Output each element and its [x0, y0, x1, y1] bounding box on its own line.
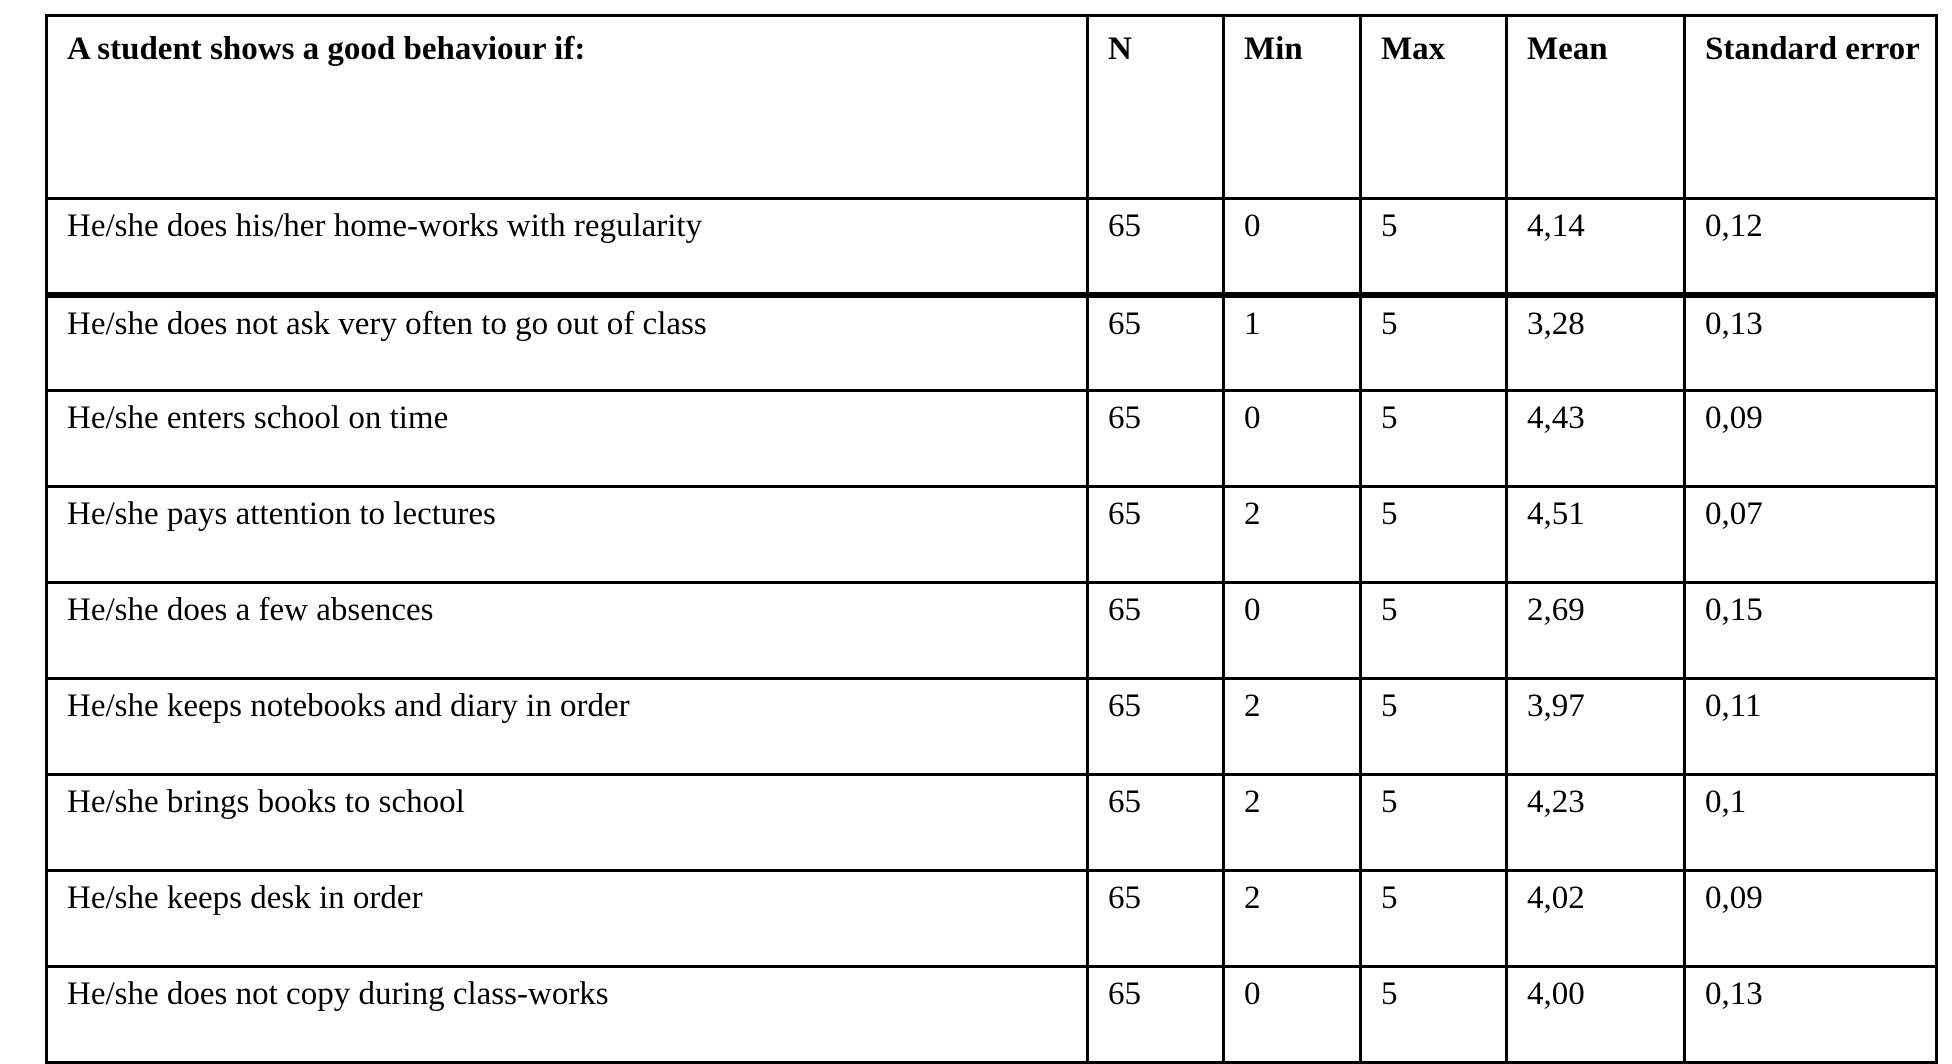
behaviour-cell: He/she enters school on time	[45, 389, 1089, 488]
table-row: He/she enters school on time 65 0 5 4,43…	[45, 389, 1938, 488]
std-error-cell: 0,13	[1683, 965, 1938, 1064]
std-error-cell: 0,13	[1683, 293, 1938, 392]
column-header-max: Max	[1359, 14, 1508, 200]
table-row: He/she does not ask very often to go out…	[45, 293, 1938, 392]
min-cell: 0	[1222, 197, 1362, 298]
min-cell: 2	[1222, 869, 1362, 968]
column-header-mean: Mean	[1505, 14, 1686, 200]
behaviour-cell: He/she does his/her home-works with regu…	[45, 197, 1089, 298]
n-cell: 65	[1086, 773, 1225, 872]
mean-cell: 4,43	[1505, 389, 1686, 488]
n-cell: 65	[1086, 965, 1225, 1064]
table-row: He/she pays attention to lectures 65 2 5…	[45, 485, 1938, 584]
std-error-cell: 0,09	[1683, 869, 1938, 968]
behaviour-cell: He/she keeps notebooks and diary in orde…	[45, 677, 1089, 776]
behaviour-cell: He/she does not copy during class-works	[45, 965, 1089, 1064]
column-header-std-error: Standard error	[1683, 14, 1938, 200]
behaviour-cell: He/she pays attention to lectures	[45, 485, 1089, 584]
behaviour-cell: He/she brings books to school	[45, 773, 1089, 872]
student-behaviour-stats-table: A student shows a good behaviour if: N M…	[45, 14, 1938, 1064]
std-error-cell: 0,11	[1683, 677, 1938, 776]
mean-cell: 3,28	[1505, 293, 1686, 392]
max-cell: 5	[1359, 485, 1508, 584]
min-cell: 1	[1222, 293, 1362, 392]
max-cell: 5	[1359, 581, 1508, 680]
mean-cell: 4,23	[1505, 773, 1686, 872]
std-error-cell: 0,09	[1683, 389, 1938, 488]
min-cell: 2	[1222, 773, 1362, 872]
mean-cell: 3,97	[1505, 677, 1686, 776]
max-cell: 5	[1359, 389, 1508, 488]
max-cell: 5	[1359, 293, 1508, 392]
document-page: A student shows a good behaviour if: N M…	[45, 14, 1938, 1064]
n-cell: 65	[1086, 197, 1225, 298]
max-cell: 5	[1359, 869, 1508, 968]
n-cell: 65	[1086, 293, 1225, 392]
mean-cell: 4,14	[1505, 197, 1686, 298]
table-body: He/she does his/her home-works with regu…	[45, 197, 1938, 1064]
min-cell: 0	[1222, 581, 1362, 680]
n-cell: 65	[1086, 869, 1225, 968]
table-row: He/she does his/her home-works with regu…	[45, 197, 1938, 298]
n-cell: 65	[1086, 389, 1225, 488]
min-cell: 2	[1222, 677, 1362, 776]
table-row: He/she keeps desk in order 65 2 5 4,02 0…	[45, 869, 1938, 968]
min-cell: 0	[1222, 965, 1362, 1064]
header-row: A student shows a good behaviour if: N M…	[45, 14, 1938, 200]
n-cell: 65	[1086, 677, 1225, 776]
mean-cell: 4,02	[1505, 869, 1686, 968]
max-cell: 5	[1359, 197, 1508, 298]
column-header-behaviour: A student shows a good behaviour if:	[45, 14, 1089, 200]
table-row: He/she does a few absences 65 0 5 2,69 0…	[45, 581, 1938, 680]
mean-cell: 4,00	[1505, 965, 1686, 1064]
behaviour-cell: He/she does a few absences	[45, 581, 1089, 680]
std-error-cell: 0,1	[1683, 773, 1938, 872]
n-cell: 65	[1086, 485, 1225, 584]
table-row: He/she keeps notebooks and diary in orde…	[45, 677, 1938, 776]
table-header: A student shows a good behaviour if: N M…	[45, 14, 1938, 200]
table-row: He/she does not copy during class-works …	[45, 965, 1938, 1064]
max-cell: 5	[1359, 965, 1508, 1064]
mean-cell: 4,51	[1505, 485, 1686, 584]
min-cell: 0	[1222, 389, 1362, 488]
std-error-cell: 0,07	[1683, 485, 1938, 584]
column-header-n: N	[1086, 14, 1225, 200]
mean-cell: 2,69	[1505, 581, 1686, 680]
min-cell: 2	[1222, 485, 1362, 584]
behaviour-cell: He/she keeps desk in order	[45, 869, 1089, 968]
max-cell: 5	[1359, 773, 1508, 872]
max-cell: 5	[1359, 677, 1508, 776]
n-cell: 65	[1086, 581, 1225, 680]
table-row: He/she brings books to school 65 2 5 4,2…	[45, 773, 1938, 872]
std-error-cell: 0,12	[1683, 197, 1938, 298]
std-error-cell: 0,15	[1683, 581, 1938, 680]
column-header-min: Min	[1222, 14, 1362, 200]
behaviour-cell: He/she does not ask very often to go out…	[45, 293, 1089, 392]
